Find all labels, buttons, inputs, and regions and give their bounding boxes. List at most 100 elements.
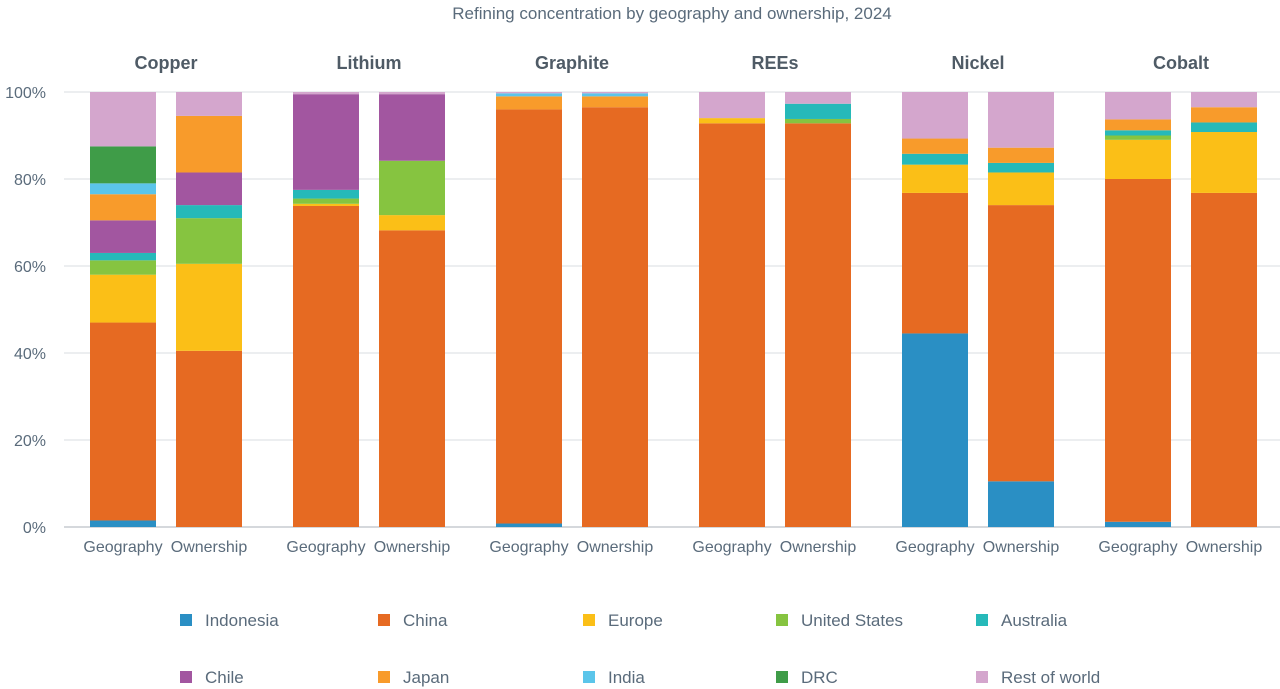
x-tick-label: Geography xyxy=(489,539,568,556)
group-label-rees: REEs xyxy=(751,53,798,73)
legend-swatch-japan xyxy=(378,671,390,683)
bar-segment-cobalt-geography-japan xyxy=(1105,119,1171,131)
bars xyxy=(90,92,1257,528)
bar-segment-lithium-geography-united-states xyxy=(293,198,359,204)
group-label-graphite: Graphite xyxy=(535,53,609,73)
x-tick-label: Ownership xyxy=(577,539,654,556)
legend-swatch-indonesia xyxy=(180,614,192,626)
bar-segment-nickel-ownership-china xyxy=(988,205,1054,482)
legend-label-australia: Australia xyxy=(1001,611,1068,630)
bar-segment-copper-geography-chile xyxy=(90,220,156,253)
bar-segment-rees-ownership-united-states xyxy=(785,118,851,124)
legend-label-europe: Europe xyxy=(608,611,663,630)
bar-segment-lithium-geography-rest-of-world xyxy=(293,92,359,95)
y-tick-label: 80% xyxy=(14,172,46,189)
bar-segment-rees-ownership-china xyxy=(785,123,851,527)
bar-segment-graphite-ownership-japan xyxy=(582,96,648,108)
x-tick-label: Ownership xyxy=(780,539,857,556)
bar-segment-copper-geography-japan xyxy=(90,194,156,221)
chart-title: Refining concentration by geography and … xyxy=(452,4,891,23)
y-tick-label: 100% xyxy=(5,85,46,102)
bar-segment-cobalt-ownership-china xyxy=(1191,192,1257,528)
bar-segment-rees-geography-china xyxy=(699,123,765,527)
y-tick-label: 20% xyxy=(14,433,46,450)
bar-segment-graphite-geography-china xyxy=(496,109,562,524)
bar-segment-cobalt-geography-united-states xyxy=(1105,135,1171,140)
bar-segment-cobalt-ownership-australia xyxy=(1191,122,1257,133)
bar-segment-graphite-ownership-china xyxy=(582,107,648,527)
legend-label-japan: Japan xyxy=(403,668,449,687)
y-axis-ticks: 0% 20% 40% 60% 80% 100% xyxy=(5,85,46,537)
bar-segment-cobalt-ownership-japan xyxy=(1191,107,1257,123)
legend-label-chile: Chile xyxy=(205,668,244,687)
y-tick-label: 0% xyxy=(23,520,46,537)
bar-segment-nickel-ownership-europe xyxy=(988,172,1054,206)
legend-swatch-chile xyxy=(180,671,192,683)
bar-segment-rees-ownership-rest-of-world xyxy=(785,92,851,104)
legend-swatch-drc xyxy=(776,671,788,683)
x-tick-label: Ownership xyxy=(374,539,451,556)
bar-segment-nickel-ownership-indonesia xyxy=(988,481,1054,527)
legend: Indonesia China Europe United States Austral… xyxy=(180,611,1100,687)
bar-segment-cobalt-ownership-europe xyxy=(1191,132,1257,193)
bar-segment-copper-geography-drc xyxy=(90,146,156,184)
bar-segment-rees-ownership-australia xyxy=(785,103,851,119)
group-label-nickel: Nickel xyxy=(951,53,1004,73)
bar-segment-rees-geography-rest-of-world xyxy=(699,92,765,119)
legend-label-india: India xyxy=(608,668,645,687)
x-tick-label: Geography xyxy=(692,539,771,556)
bar-segment-graphite-geography-japan xyxy=(496,96,562,110)
x-tick-label: Geography xyxy=(895,539,974,556)
x-tick-label: Ownership xyxy=(983,539,1060,556)
legend-swatch-europe xyxy=(583,614,595,626)
legend-label-indonesia: Indonesia xyxy=(205,611,279,630)
bar-segment-copper-geography-rest-of-world xyxy=(90,92,156,147)
bar-segment-graphite-geography-indonesia xyxy=(496,523,562,527)
x-tick-label: Ownership xyxy=(1186,539,1263,556)
bar-segment-copper-ownership-europe xyxy=(176,263,242,351)
bar-segment-copper-ownership-china xyxy=(176,350,242,527)
bar-segment-rees-geography-europe xyxy=(699,118,765,124)
group-label-lithium: Lithium xyxy=(337,53,402,73)
bar-segment-copper-geography-australia xyxy=(90,252,156,261)
bar-segment-copper-ownership-japan xyxy=(176,115,242,173)
legend-label-united-states: United States xyxy=(801,611,903,630)
bar-segment-copper-geography-india xyxy=(90,183,156,195)
bar-segment-nickel-geography-japan xyxy=(902,138,968,154)
bar-segment-nickel-ownership-australia xyxy=(988,162,1054,173)
bar-segment-nickel-geography-china xyxy=(902,192,968,334)
group-label-copper: Copper xyxy=(135,53,198,73)
x-tick-label: Geography xyxy=(286,539,365,556)
bar-segment-lithium-ownership-china xyxy=(379,230,445,527)
bar-segment-cobalt-geography-rest-of-world xyxy=(1105,92,1171,120)
bar-segment-cobalt-ownership-rest-of-world xyxy=(1191,92,1257,108)
bar-segment-lithium-ownership-europe xyxy=(379,215,445,231)
bar-segment-copper-geography-china xyxy=(90,322,156,521)
bar-segment-cobalt-geography-china xyxy=(1105,179,1171,522)
bar-segment-graphite-geography-india xyxy=(496,93,562,97)
group-label-cobalt: Cobalt xyxy=(1153,53,1209,73)
bar-segment-copper-ownership-australia xyxy=(176,205,242,219)
legend-label-rest-of-world: Rest of world xyxy=(1001,668,1100,687)
bar-segment-copper-ownership-rest-of-world xyxy=(176,92,242,116)
x-axis-labels: Geography Ownership Geography Ownership Geog… xyxy=(83,539,1262,556)
group-labels: Copper Lithium Graphite REEs Nickel Cobalt xyxy=(135,53,1210,73)
x-tick-label: Geography xyxy=(1098,539,1177,556)
gridlines xyxy=(64,91,1280,528)
bar-segment-lithium-geography-europe xyxy=(293,203,359,206)
bar-segment-cobalt-geography-europe xyxy=(1105,139,1171,179)
bar-segment-graphite-ownership-india xyxy=(582,93,648,97)
bar-segment-graphite-ownership-rest-of-world xyxy=(582,92,648,94)
legend-swatch-rest-of-world xyxy=(976,671,988,683)
bar-segment-lithium-ownership-rest-of-world xyxy=(379,92,445,95)
bar-segment-lithium-geography-chile xyxy=(293,94,359,190)
y-tick-label: 40% xyxy=(14,346,46,363)
bar-segment-copper-geography-indonesia xyxy=(90,520,156,527)
legend-label-drc: DRC xyxy=(801,668,838,687)
bar-segment-copper-geography-united-states xyxy=(90,260,156,275)
bar-segment-nickel-geography-indonesia xyxy=(902,333,968,527)
bar-segment-cobalt-geography-indonesia xyxy=(1105,521,1171,527)
bar-segment-graphite-geography-rest-of-world xyxy=(496,92,562,94)
bar-segment-nickel-geography-europe xyxy=(902,164,968,193)
